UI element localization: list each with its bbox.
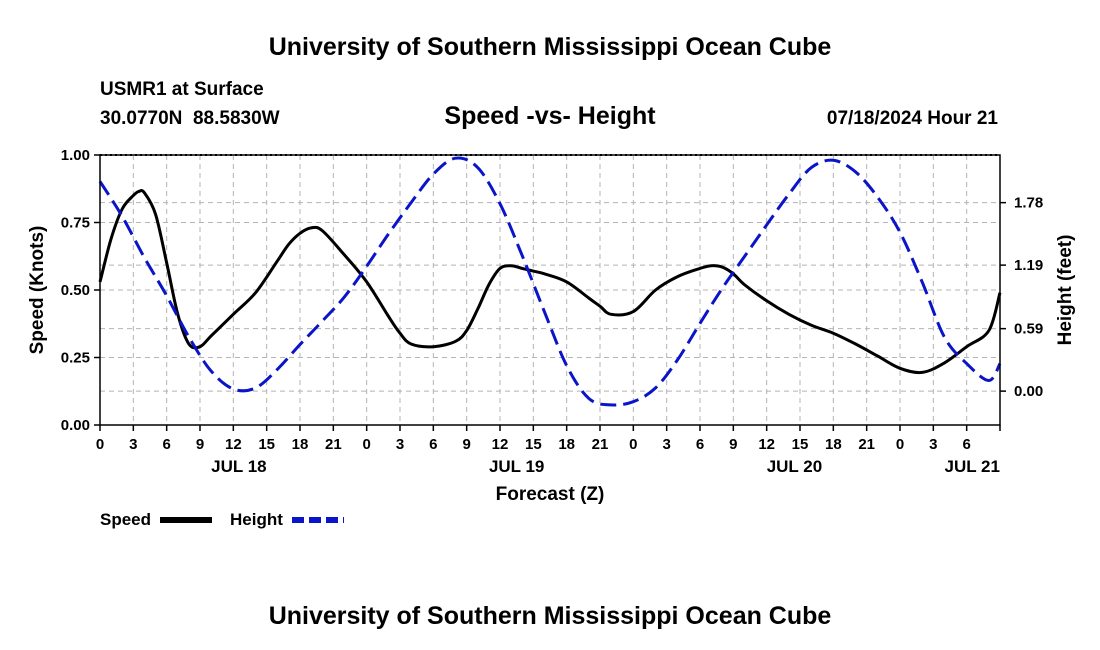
y-tick-label: 0.25	[61, 350, 90, 367]
series-line-height	[98, 156, 1002, 407]
x-tick-label: 12	[492, 436, 509, 453]
x-tick-label: 15	[792, 436, 809, 453]
x-tick-label: 6	[696, 436, 704, 453]
y2-axis-title: Height (feet)	[1055, 235, 1076, 346]
y2-tick-label: 0.59	[1014, 321, 1043, 338]
legend: Speed Height	[100, 510, 344, 529]
x-tick-label: 21	[592, 436, 609, 453]
series-line-speed	[98, 189, 1002, 375]
x-tick-label: 12	[225, 436, 242, 453]
y2-tick-label: 0.00	[1014, 383, 1043, 400]
y-tick-label: 1.00	[61, 147, 90, 164]
legend-height-label: Height	[230, 510, 283, 529]
x-tick-label: 18	[558, 436, 575, 453]
x-tick-label: 3	[129, 436, 137, 453]
x-tick-label: 6	[429, 436, 437, 453]
footer-title: University of Southern Mississippi Ocean…	[269, 602, 832, 630]
y-tick-label: 0.75	[61, 215, 90, 232]
x-date-label: JUL 19	[489, 457, 544, 476]
series-layer	[98, 156, 1002, 407]
x-tick-label: 12	[758, 436, 775, 453]
x-tick-label: 18	[825, 436, 842, 453]
y-tick-label: 0.00	[61, 417, 90, 434]
x-tick-label: 0	[629, 436, 637, 453]
x-tick-label: 6	[162, 436, 170, 453]
forecast-datetime: 07/18/2024 Hour 21	[827, 108, 999, 129]
x-tick-label: 15	[525, 436, 542, 453]
x-tick-label: 18	[292, 436, 309, 453]
x-axis-title: Forecast (Z)	[496, 484, 605, 505]
x-tick-label: 21	[858, 436, 875, 453]
grid	[100, 155, 1000, 425]
legend-speed-label: Speed	[100, 510, 151, 529]
y-tick-label: 0.50	[61, 282, 90, 299]
station-coords: 30.0770N 88.5830W	[100, 108, 280, 129]
x-tick-label: 0	[96, 436, 104, 453]
x-tick-label: 3	[662, 436, 670, 453]
x-date-label: JUL 20	[767, 457, 822, 476]
x-tick-label: 9	[196, 436, 204, 453]
y-axis-title: Speed (Knots)	[27, 226, 48, 355]
axis-ticks: 0 3 6 9 12 15 18 21 0 3 6 9 12 15 18 21 0 3 6 9 12 15 18 21 0 3 6 J…	[61, 147, 1043, 476]
x-tick-label: 3	[396, 436, 404, 453]
x-tick-label: 3	[929, 436, 937, 453]
x-date-label: JUL 18	[211, 457, 266, 476]
x-tick-label: 15	[258, 436, 275, 453]
x-tick-label: 9	[729, 436, 737, 453]
station-label: USMR1 at Surface	[100, 79, 264, 100]
y2-tick-label: 1.78	[1014, 195, 1043, 212]
x-tick-label: 21	[325, 436, 342, 453]
y2-tick-label: 1.19	[1014, 257, 1043, 274]
x-tick-label: 6	[962, 436, 970, 453]
main-title: University of Southern Mississippi Ocean…	[269, 33, 832, 61]
x-tick-label: 0	[896, 436, 904, 453]
x-tick-label: 0	[362, 436, 370, 453]
chart-title: Speed -vs- Height	[444, 102, 656, 130]
x-tick-label: 9	[462, 436, 470, 453]
x-date-label: JUL 21	[944, 457, 999, 476]
